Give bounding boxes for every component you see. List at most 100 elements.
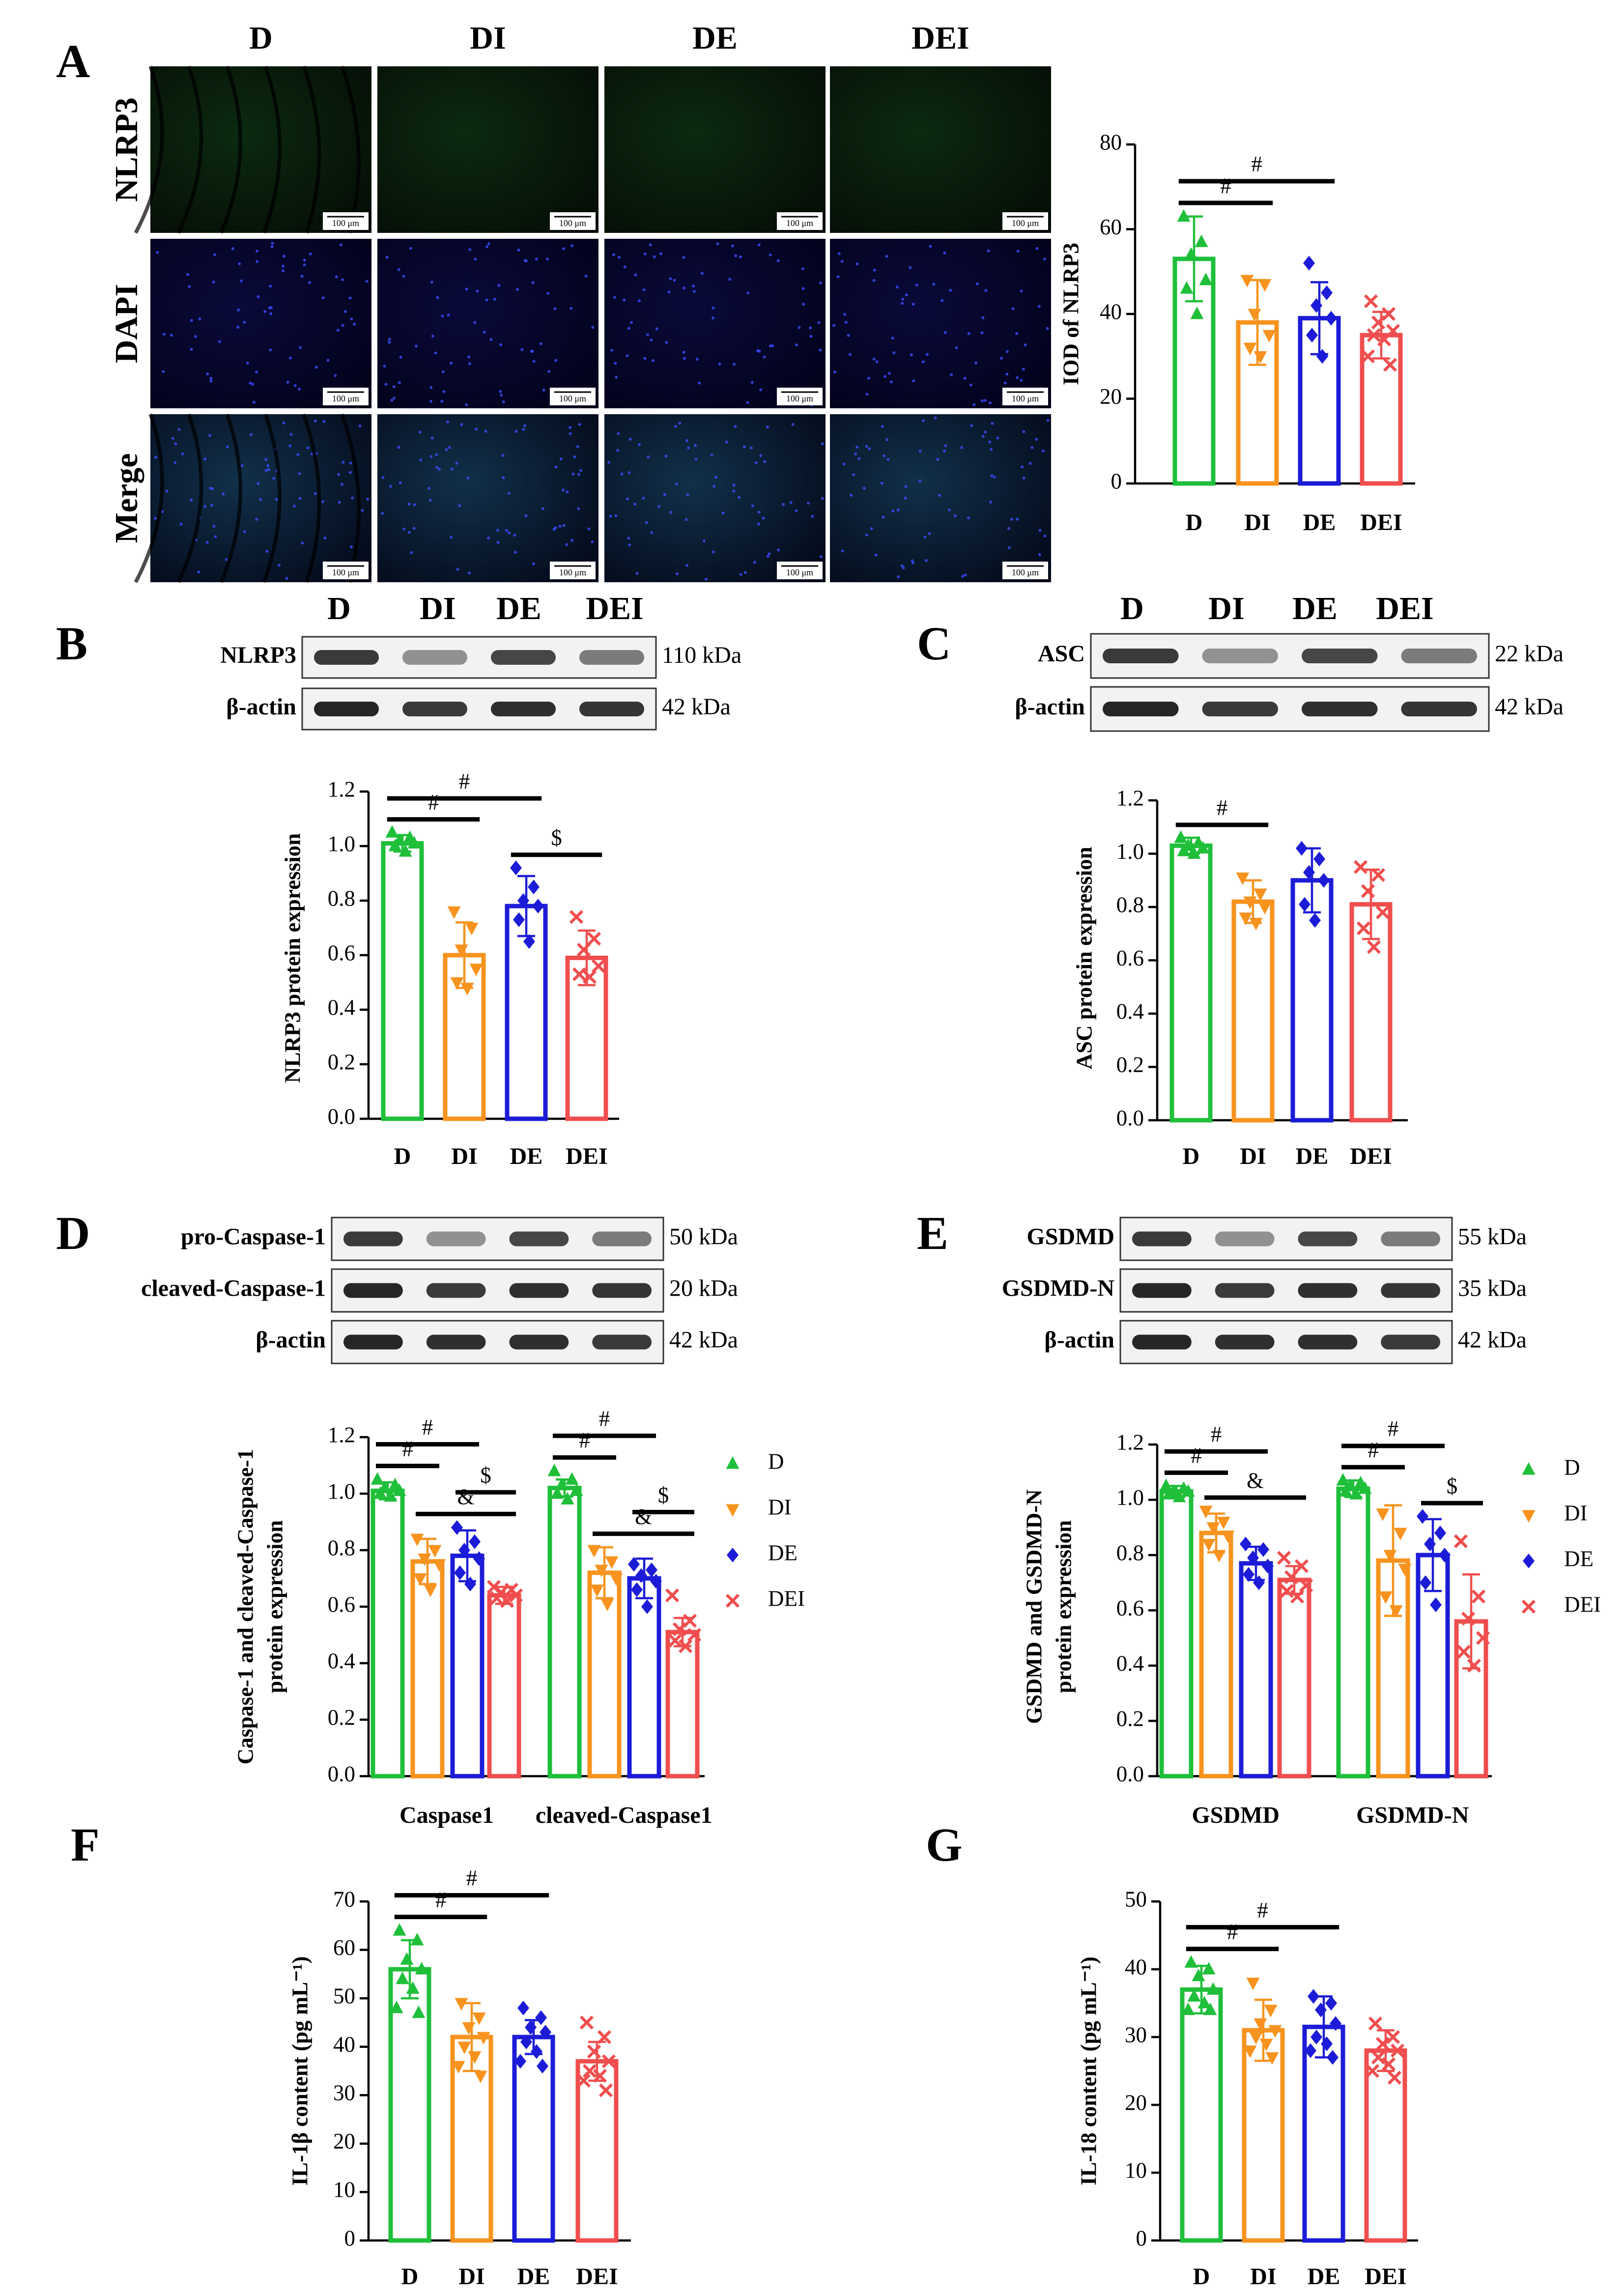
scale-bar-label: 100 μm: [1012, 218, 1039, 228]
data-point: [650, 1574, 662, 1589]
significance-label: $: [480, 1463, 491, 1488]
nucleus: [888, 371, 891, 375]
data-point: [1310, 2029, 1322, 2044]
y-tick-label: 0.2: [328, 1705, 355, 1729]
data-point: [672, 1622, 687, 1637]
nucleus: [1020, 289, 1023, 293]
bar: [381, 841, 424, 1121]
data-point: [462, 2022, 476, 2035]
nucleus: [891, 510, 895, 513]
data-point: [535, 2010, 547, 2025]
bar: [370, 1488, 405, 1779]
data-point: [1180, 281, 1194, 294]
data-point: [406, 1981, 420, 1994]
x-tick-label: cleaved-Caspase1: [536, 1802, 712, 1828]
data-point: [1212, 1550, 1226, 1562]
blot-protein: pro-Caspase-1: [181, 1224, 326, 1250]
y-tick-label: 1.2: [1116, 786, 1144, 810]
nucleus: [499, 390, 502, 393]
nucleus: [256, 295, 260, 298]
nucleus: [910, 353, 913, 357]
blot-band: [509, 1283, 569, 1298]
fiber-edge: [219, 413, 242, 583]
nucleus: [650, 531, 654, 534]
lane-label: DE: [1292, 591, 1338, 626]
nucleus: [984, 430, 987, 434]
nucleus: [669, 277, 672, 281]
significance-label: #: [422, 1415, 433, 1440]
nucleus: [579, 469, 582, 472]
y-tick-label: 60: [1100, 215, 1122, 239]
data-point: [1353, 860, 1368, 874]
nucleus: [686, 493, 689, 496]
nucleus: [505, 529, 508, 532]
nucleus: [249, 381, 252, 385]
blot-size: 55 kDa: [1458, 1224, 1527, 1250]
nucleus: [721, 511, 725, 515]
y-tick-label: 1.0: [1116, 1485, 1144, 1510]
nucleus: [646, 333, 650, 337]
data-point: [413, 1573, 427, 1586]
data-point: [532, 899, 544, 914]
column-label: DE: [692, 20, 738, 56]
nucleus: [301, 541, 304, 545]
nucleus: [1046, 327, 1049, 330]
x-tick-label: DI: [458, 2264, 484, 2290]
data-point: [1187, 846, 1201, 859]
nucleus: [753, 561, 756, 564]
nucleus: [313, 492, 317, 495]
significance-label: &: [1247, 1468, 1264, 1493]
y-tick-label: 0.6: [328, 940, 355, 965]
nucleus: [442, 390, 446, 394]
nucleus: [236, 325, 240, 329]
data-point: [530, 2044, 542, 2059]
data-point: [390, 2000, 403, 2013]
significance-label: #: [1251, 152, 1262, 176]
data-point: [678, 1639, 693, 1653]
data-point: [1268, 2025, 1282, 2038]
nucleus: [975, 282, 979, 285]
nucleus: [751, 504, 754, 508]
nucleus: [802, 303, 805, 306]
nucleus: [712, 484, 716, 488]
significance-label: #: [435, 1888, 447, 1912]
data-point: [1456, 1644, 1471, 1659]
nucleus: [734, 254, 738, 257]
lane-label: DI: [1208, 591, 1244, 626]
data-point: [1304, 2043, 1316, 2058]
y-tick-label: 0.2: [1116, 1052, 1144, 1077]
blot-band: [1381, 1231, 1440, 1247]
y-tick-label: 0.0: [1116, 1761, 1144, 1786]
data-point: [547, 1463, 561, 1476]
data-point: [527, 879, 540, 895]
bar: [1336, 1486, 1370, 1779]
data-point: [1361, 884, 1375, 898]
micrograph: [604, 239, 826, 408]
x-tick-label: GSDMD: [1192, 1802, 1280, 1828]
nucleus: [441, 314, 444, 318]
blot-band: [490, 650, 556, 665]
nucleus: [642, 288, 646, 291]
bar: [410, 1559, 445, 1779]
nucleus: [714, 476, 717, 479]
nucleus: [967, 332, 970, 335]
panel-label: F: [71, 1818, 100, 1871]
data-point: [1264, 2005, 1278, 2017]
nucleus: [776, 259, 780, 262]
blot-size: 42 kDa: [669, 1327, 738, 1353]
nucleus: [434, 351, 437, 355]
nucleus: [855, 446, 859, 449]
nucleus: [197, 570, 200, 574]
nucleus: [269, 348, 272, 352]
data-point: [1295, 841, 1308, 856]
nucleus: [771, 344, 774, 347]
nucleus: [623, 265, 627, 269]
significance-label: $: [1447, 1474, 1458, 1499]
nucleus: [972, 403, 976, 406]
nucleus: [1016, 517, 1019, 521]
nucleus: [558, 525, 562, 528]
nucleus: [918, 479, 922, 482]
y-tick-label: 40: [1100, 299, 1122, 324]
blot-band: [1301, 648, 1378, 663]
data-point: [1299, 1578, 1313, 1593]
